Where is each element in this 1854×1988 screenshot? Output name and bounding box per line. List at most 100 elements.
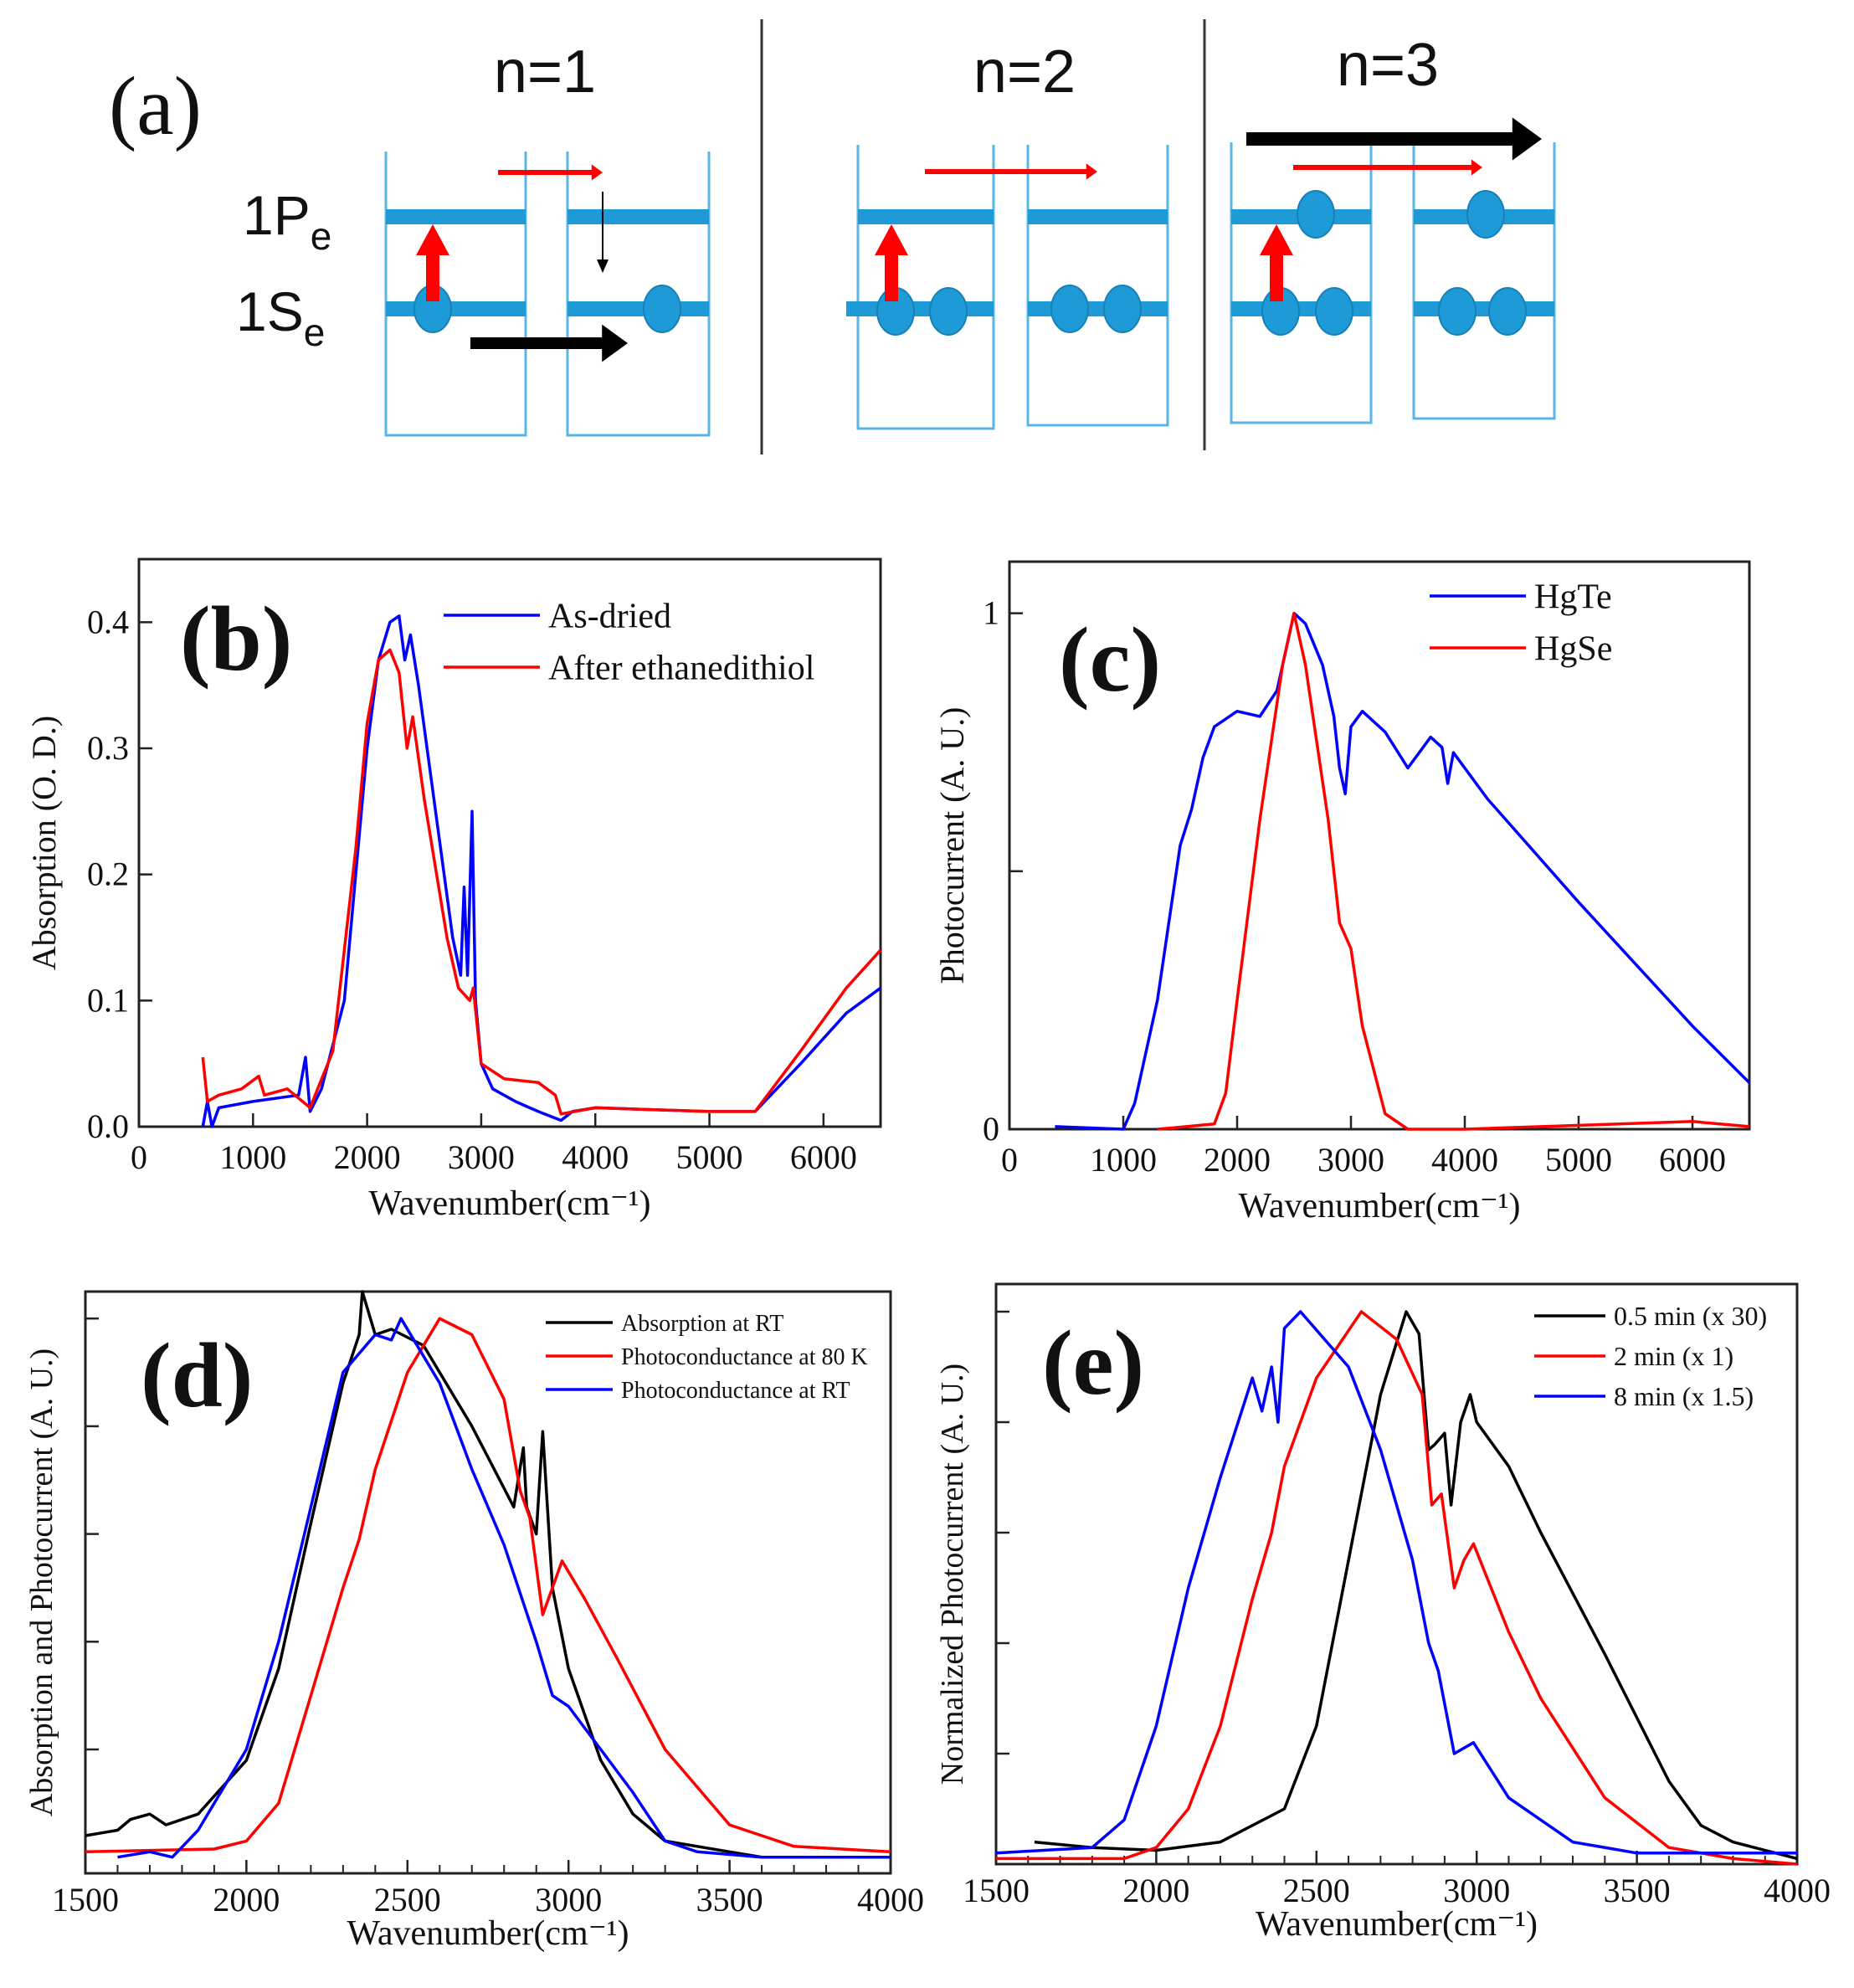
series-line-photoconductance-at-rt [117,1317,891,1859]
x-tick-label: 5000 [676,1138,743,1176]
series-line-photoconductance-at-80-k [85,1317,891,1854]
x-tick-label: 2000 [213,1881,280,1919]
y-axis-label: Absorption and Photocurrent (A. U.) [24,1348,59,1816]
x-axis-label: Wavenumber(cm⁻¹) [347,1914,629,1953]
plot-frame [84,1290,892,1875]
level-label-1pe: 1Pe [243,184,331,258]
level-label-1se: 1Se [236,280,325,354]
energy-level [1414,301,1554,316]
quantum-dot-well [1026,145,1169,427]
column-label-n3: n=3 [1337,32,1439,99]
series-line-2-min-x-1- [996,1310,1798,1866]
quantum-dot-well [566,152,711,437]
hopping-arrow-1pe-head [591,164,603,181]
x-tick-label: 4000 [857,1881,924,1919]
energy-level [386,209,526,224]
x-tick-label: 4000 [1764,1872,1831,1909]
x-tick-label: 6000 [1659,1141,1726,1179]
quantum-dot-well [1412,142,1556,420]
chart-e: 1500 2000 2500 3000 3500 4000 Wavenumber(cm⁻¹)… [935,1282,1831,1944]
y-axis-label: Photocurrent (A. U.) [933,706,971,984]
y-axis-label: Absorption (O. D.) [25,716,63,970]
x-tick-label: 3000 [535,1881,602,1919]
x-tick-label: 3000 [1443,1872,1510,1909]
x-tick-label: 2500 [374,1881,441,1919]
transport-arrow-head [602,324,628,362]
energy-level [846,301,994,316]
legend-label: Absorption at RT [621,1311,783,1337]
x-tick-label: 4000 [562,1138,629,1176]
electron-dot [1466,190,1505,239]
series-line-hgse [1157,611,1750,1131]
panel-label: (b) [180,588,292,690]
y-tick-label: 0.2 [87,855,129,893]
electron-dot [929,287,968,336]
excitation-arrow [875,224,908,301]
electron-dot [1488,287,1527,336]
chart-c: 0 1000 2000 3000 4000 5000 6000 0 1 Wavenumber(cm… [933,560,1751,1225]
x-tick-label: 2000 [1204,1141,1271,1179]
transport-arrow-head [1512,117,1542,161]
x-tick-label: 1000 [1090,1141,1157,1179]
energy-level [567,301,709,316]
x-axis-label: Wavenumber(cm⁻¹) [1239,1187,1521,1225]
legend-label: After ethanedithiol [548,650,814,688]
x-tick-label: 1000 [219,1138,286,1176]
chart-d: 1500 2000 2500 3000 3500 4000 Wavenumber(cm⁻¹)… [24,1290,924,1953]
x-tick-label: 2000 [1122,1872,1189,1909]
electron-dot [1050,285,1089,333]
plot-frame [994,1282,1799,1866]
x-tick-label: 2500 [1283,1872,1350,1909]
series-line-0-5-min-x-30- [1034,1310,1798,1861]
panel-a-diagram: (a) n=1 n=2 n=3 1Pe 1Se [109,19,1556,455]
legend-label: Photoconductance at RT [621,1378,850,1404]
energy-level [858,209,994,224]
x-tick-label: 6000 [790,1138,857,1176]
y-tick-label: 1 [983,594,999,632]
series-line-hgte [1055,611,1751,1131]
y-tick-label: 0 [983,1110,999,1148]
x-tick-label: 0 [131,1138,147,1176]
x-tick-label: 4000 [1431,1141,1498,1179]
x-tick-label: 3500 [696,1881,763,1919]
x-tick-label: 0 [1001,1141,1018,1179]
plot-frame [137,557,882,1128]
x-axis-label: Wavenumber(cm⁻¹) [1256,1905,1538,1944]
panel-label: (c) [1059,609,1161,711]
legend-label: 2 min (x 1) [1614,1341,1733,1371]
electron-dot [1103,285,1142,333]
x-tick-label: 1500 [963,1872,1030,1909]
series-line-after-ethanedithiol [201,648,882,1116]
x-tick-label: 1500 [52,1881,119,1919]
quantum-dot-well [384,152,527,437]
electron-dot [1297,190,1335,239]
x-tick-label: 3500 [1604,1872,1671,1909]
y-tick-label: 0.1 [87,981,129,1019]
panel-label: (d) [141,1324,253,1426]
legend-label: HgTe [1534,578,1612,617]
y-tick-label: 0.4 [87,603,129,640]
x-tick-label: 3000 [448,1138,515,1176]
legend-label: 8 min (x 1.5) [1614,1381,1754,1411]
legend-label: 0.5 min (x 30) [1614,1301,1767,1331]
energy-level [386,301,526,316]
chart-b: 0 1000 2000 3000 4000 5000 6000 0.0 0.1 0.2 0.3 0.4… [25,557,882,1223]
x-axis-label: Wavenumber(cm⁻¹) [369,1184,651,1223]
panel-a-label: (a) [109,59,202,152]
excitation-arrow [1260,224,1293,301]
y-axis-label: Normalized Photocurrent (A. U.) [935,1364,970,1785]
legend-label: As-dried [548,598,671,636]
legend-label: Photoconductance at 80 K [621,1344,868,1370]
y-tick-label: 0.0 [87,1107,129,1145]
x-tick-label: 5000 [1545,1141,1612,1179]
column-label-n1: n=1 [494,39,596,105]
electron-dot [643,285,681,333]
hopping-arrow-1pe-head [1471,159,1482,176]
energy-level [1028,301,1168,316]
y-tick-label: 0.3 [87,729,129,767]
column-label-n2: n=2 [973,39,1076,105]
energy-level [1028,209,1168,224]
hopping-arrow-1pe-head [1086,163,1097,180]
series-line-as-dried [201,614,882,1128]
